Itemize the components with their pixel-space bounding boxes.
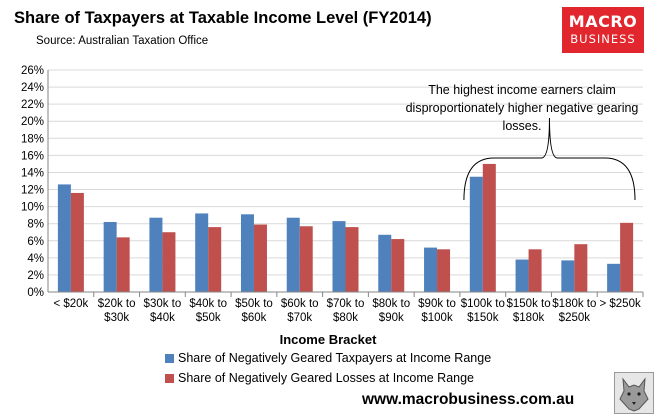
x-tick-label: $150k to xyxy=(507,298,551,310)
bar-losses xyxy=(574,244,588,292)
x-tick-label: $150k xyxy=(467,312,499,324)
y-tick-label: 22% xyxy=(21,99,44,111)
bar-taxpayers xyxy=(195,213,209,292)
y-tick-label: 20% xyxy=(21,116,44,128)
bar-losses xyxy=(482,163,496,292)
x-tick-label: $100k xyxy=(421,312,453,324)
annotation: The highest income earners claim dispropo… xyxy=(406,83,639,201)
chart-source: Source: Australian Taxation Office xyxy=(36,35,209,47)
annotation-text: losses. xyxy=(503,119,542,133)
x-tick-label: $80k to xyxy=(372,298,410,310)
x-tick-label: $40k to xyxy=(189,298,227,310)
x-tick-label: < $20k xyxy=(53,298,88,310)
x-tick-label: $90k to xyxy=(418,298,456,310)
legend-label-taxpayers: Share of Negatively Geared Taxpayers at … xyxy=(178,351,492,365)
bar-taxpayers xyxy=(57,184,71,292)
x-axis-title: Income Bracket xyxy=(280,332,377,347)
bar-taxpayers xyxy=(103,221,117,292)
axes xyxy=(47,70,644,297)
chart-legend: Share of Negatively Geared Taxpayers at … xyxy=(165,348,491,388)
annotation-text: disproportionately higher negative geari… xyxy=(406,101,639,115)
bar-losses xyxy=(208,227,222,292)
x-tick-label: $180k xyxy=(513,312,545,324)
annotation-bracket xyxy=(463,117,636,201)
y-tick-label: 16% xyxy=(21,150,44,162)
bar-taxpayers xyxy=(286,217,300,292)
x-tick-label: $50k xyxy=(196,312,221,324)
footer-url: www.macrobusiness.com.au xyxy=(362,391,575,408)
y-axis-tick-labels: 0% 2% 4% 6% 8% 10% 12% 14% 16% 18% 20% 22% 24% 26% xyxy=(21,65,44,299)
x-axis-tick-labels: < $20k $20k to $30k $30k to $40k $40k to $50k $… xyxy=(53,298,641,324)
bar-losses xyxy=(116,237,130,292)
bar-taxpayers xyxy=(561,260,575,292)
x-tick-label: $30k to xyxy=(144,298,182,310)
bars xyxy=(57,163,634,292)
legend-swatch-taxpayers xyxy=(165,353,174,363)
logo-line-1: MACRO xyxy=(568,12,638,31)
bar-taxpayers xyxy=(240,214,254,292)
legend-swatch-losses xyxy=(165,373,174,383)
y-tick-label: 18% xyxy=(21,133,44,145)
x-tick-label: > $250k xyxy=(599,298,640,310)
bar-losses xyxy=(162,232,176,292)
x-tick-label: $60k xyxy=(241,312,266,324)
x-tick-label: $90k xyxy=(379,312,404,324)
legend-label-losses: Share of Negatively Geared Losses at Inc… xyxy=(178,371,475,385)
bar-losses xyxy=(299,226,313,292)
x-tick-label: $70k xyxy=(287,312,312,324)
bar-losses xyxy=(345,227,359,292)
logo-line-2: BUSINESS xyxy=(570,32,636,46)
x-tick-label: $30k xyxy=(104,312,129,324)
y-tick-label: 14% xyxy=(21,167,44,179)
x-tick-label: $70k to xyxy=(327,298,365,310)
legend-item-losses: Share of Negatively Geared Losses at Inc… xyxy=(165,368,491,388)
bar-losses xyxy=(253,224,267,292)
chart-title: Share of Taxpayers at Taxable Income Lev… xyxy=(14,9,432,27)
bar-taxpayers xyxy=(378,234,392,292)
x-tick-label: $100k to xyxy=(461,298,505,310)
bar-losses xyxy=(620,222,634,292)
macrobusiness-logo: MACRO BUSINESS xyxy=(562,7,644,53)
y-tick-label: 4% xyxy=(27,253,44,265)
legend-item-taxpayers: Share of Negatively Geared Taxpayers at … xyxy=(165,348,491,368)
bar-losses xyxy=(437,249,451,292)
y-tick-label: 8% xyxy=(27,219,44,231)
bar-losses xyxy=(528,249,542,292)
y-tick-label: 6% xyxy=(27,236,44,248)
x-tick-label: $80k xyxy=(333,312,358,324)
x-tick-label: $60k to xyxy=(281,298,319,310)
y-tick-label: 26% xyxy=(21,65,44,77)
x-tick-label: $250k xyxy=(559,312,591,324)
bar-losses xyxy=(70,192,84,292)
annotation-text: The highest income earners claim xyxy=(428,83,616,97)
bar-taxpayers xyxy=(469,176,483,292)
bar-taxpayers xyxy=(332,221,346,292)
wolf-logo xyxy=(614,372,654,414)
bar-taxpayers xyxy=(424,247,438,292)
bar-taxpayers xyxy=(149,217,163,292)
bar-losses xyxy=(391,239,405,292)
y-tick-label: 2% xyxy=(27,270,44,282)
bar-chart: 0% 2% 4% 6% 8% 10% 12% 14% 16% 18% 20% 22% 24% 26% < … xyxy=(21,65,644,347)
y-tick-label: 0% xyxy=(27,287,44,299)
y-tick-label: 24% xyxy=(21,82,44,94)
bar-taxpayers xyxy=(515,259,529,292)
y-tick-label: 10% xyxy=(21,202,44,214)
bar-taxpayers xyxy=(607,263,621,292)
y-tick-label: 12% xyxy=(21,185,44,197)
x-tick-label: $40k xyxy=(150,312,175,324)
x-tick-label: $20k to xyxy=(98,298,136,310)
x-tick-label: $180k to xyxy=(552,298,596,310)
x-tick-label: $50k to xyxy=(235,298,273,310)
